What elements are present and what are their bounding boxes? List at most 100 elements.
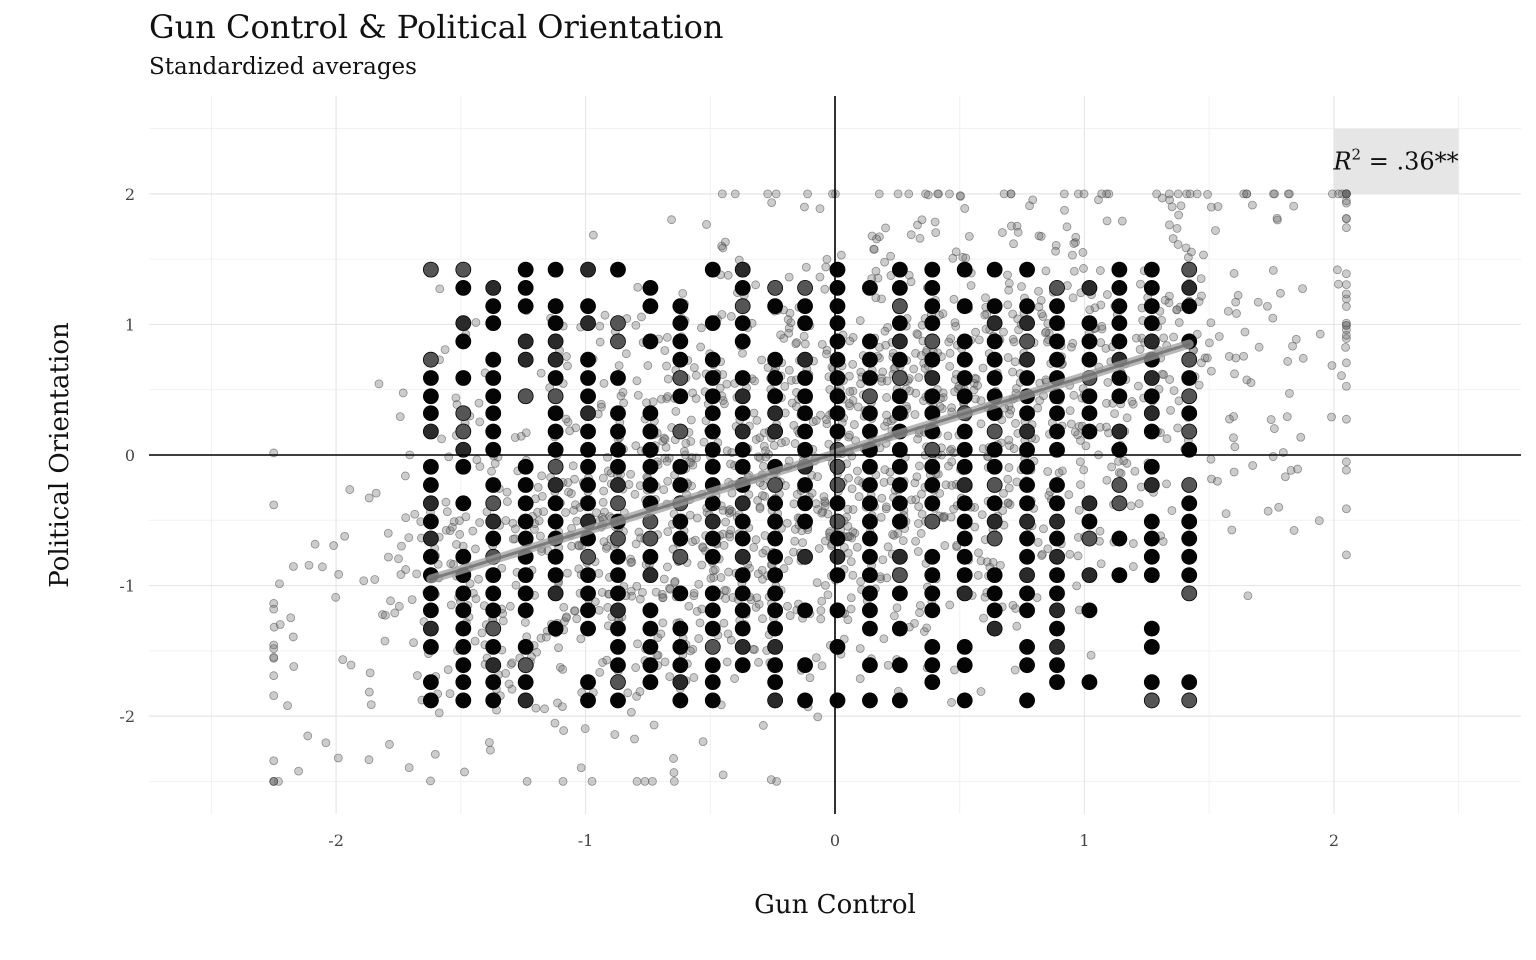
scatter-point-large bbox=[767, 567, 784, 584]
scatter-point-large bbox=[797, 315, 813, 332]
scatter-point-small bbox=[755, 433, 765, 443]
scatter-point-small bbox=[1065, 406, 1075, 415]
scatter-point-large bbox=[734, 423, 751, 440]
scatter-point-large bbox=[986, 333, 1003, 350]
scatter-point-small bbox=[662, 457, 672, 466]
scatter-point-small bbox=[1192, 329, 1202, 339]
scatter-point-small bbox=[789, 547, 798, 557]
scatter-point-small bbox=[947, 403, 956, 413]
scatter-point-small bbox=[1034, 286, 1043, 296]
scatter-point-small bbox=[844, 371, 854, 381]
scatter-point-small bbox=[786, 375, 796, 385]
scatter-point-small bbox=[945, 446, 955, 456]
scatter-point-small bbox=[1037, 551, 1047, 560]
scatter-point-small bbox=[345, 485, 355, 494]
scatter-point-small bbox=[880, 465, 890, 474]
scatter-point-large bbox=[547, 351, 564, 368]
scatter-point-small bbox=[1007, 221, 1016, 231]
y-tick-label: 1 bbox=[125, 315, 135, 334]
scatter-point-small bbox=[1231, 353, 1241, 363]
scatter-point-small bbox=[718, 770, 728, 780]
scatter-point-small bbox=[275, 620, 285, 629]
scatter-point-large bbox=[986, 567, 1003, 584]
scatter-point-large bbox=[986, 477, 1003, 493]
scatter-point-large bbox=[517, 602, 534, 619]
scatter-point-large bbox=[734, 261, 751, 278]
scatter-point-large bbox=[517, 298, 534, 315]
scatter-point-large bbox=[924, 477, 941, 493]
scatter-point-large bbox=[924, 639, 941, 655]
scatter-point-small bbox=[999, 189, 1009, 199]
scatter-point-large bbox=[986, 585, 1003, 602]
scatter-point-large bbox=[547, 620, 564, 637]
scatter-point-large bbox=[829, 298, 846, 315]
scatter-point-small bbox=[1196, 274, 1206, 284]
scatter-point-large bbox=[517, 692, 534, 709]
scatter-point-small bbox=[960, 204, 970, 213]
scatter-point-small bbox=[563, 361, 572, 371]
scatter-point-small bbox=[685, 510, 695, 520]
scatter-point-small bbox=[536, 633, 546, 643]
scatter-point-large bbox=[924, 315, 941, 332]
scatter-point-small bbox=[477, 628, 487, 638]
scatter-point-large bbox=[924, 333, 941, 350]
scatter-point-small bbox=[880, 326, 890, 336]
scatter-point-small bbox=[426, 776, 435, 786]
scatter-point-large bbox=[1081, 423, 1098, 440]
scatter-point-small bbox=[720, 399, 729, 409]
scatter-point-large bbox=[1019, 261, 1035, 278]
scatter-point-large bbox=[734, 370, 751, 386]
scatter-point-large bbox=[1049, 602, 1065, 619]
scatter-point-small bbox=[848, 359, 858, 369]
scatter-point-small bbox=[1288, 341, 1297, 351]
scatter-point-small bbox=[763, 189, 773, 199]
scatter-point-small bbox=[521, 428, 531, 438]
scatter-point-large bbox=[891, 388, 908, 405]
scatter-point-large bbox=[455, 657, 472, 674]
scatter-point-small bbox=[660, 434, 670, 444]
scatter-point-small bbox=[769, 441, 779, 450]
scatter-point-small bbox=[848, 386, 858, 396]
scatter-point-small bbox=[945, 600, 955, 610]
scatter-point-small bbox=[1206, 318, 1216, 328]
scatter-point-small bbox=[917, 509, 927, 519]
scatter-point-small bbox=[892, 603, 902, 613]
scatter-point-small bbox=[947, 480, 957, 490]
scatter-point-small bbox=[594, 568, 604, 578]
scatter-point-small bbox=[1122, 413, 1132, 423]
scatter-point-large bbox=[580, 388, 596, 405]
scatter-point-small bbox=[1229, 467, 1239, 477]
scatter-point-small bbox=[915, 461, 924, 471]
scatter-point-small bbox=[564, 487, 573, 497]
scatter-point-small bbox=[1127, 397, 1137, 406]
scatter-point-large bbox=[1143, 423, 1160, 440]
scatter-point-small bbox=[757, 355, 767, 365]
scatter-point-small bbox=[660, 346, 670, 355]
scatter-point-small bbox=[869, 244, 879, 254]
scatter-point-large bbox=[580, 674, 596, 691]
scatter-point-small bbox=[303, 731, 313, 741]
scatter-point-small bbox=[501, 516, 511, 525]
scatter-point-small bbox=[576, 763, 586, 773]
scatter-point-small bbox=[698, 737, 708, 747]
scatter-point-large bbox=[956, 513, 973, 530]
scatter-point-large bbox=[797, 370, 813, 386]
scatter-point-small bbox=[750, 376, 759, 386]
scatter-point-small bbox=[799, 331, 809, 341]
scatter-point-large bbox=[1111, 441, 1128, 458]
scatter-point-small bbox=[599, 486, 609, 496]
scatter-point-small bbox=[933, 189, 943, 199]
scatter-point-large bbox=[986, 370, 1003, 386]
scatter-point-small bbox=[1182, 189, 1192, 199]
scatter-point-small bbox=[663, 562, 672, 572]
scatter-point-large bbox=[485, 513, 502, 530]
scatter-point-large bbox=[1181, 405, 1198, 422]
scatter-point-small bbox=[409, 638, 418, 648]
scatter-point-small bbox=[914, 502, 924, 511]
scatter-point-large bbox=[1111, 530, 1128, 547]
scatter-point-small bbox=[846, 557, 856, 567]
scatter-point-large bbox=[767, 602, 784, 619]
scatter-point-small bbox=[632, 376, 642, 386]
scatter-point-large bbox=[1081, 674, 1098, 691]
scatter-point-large bbox=[1019, 567, 1035, 584]
